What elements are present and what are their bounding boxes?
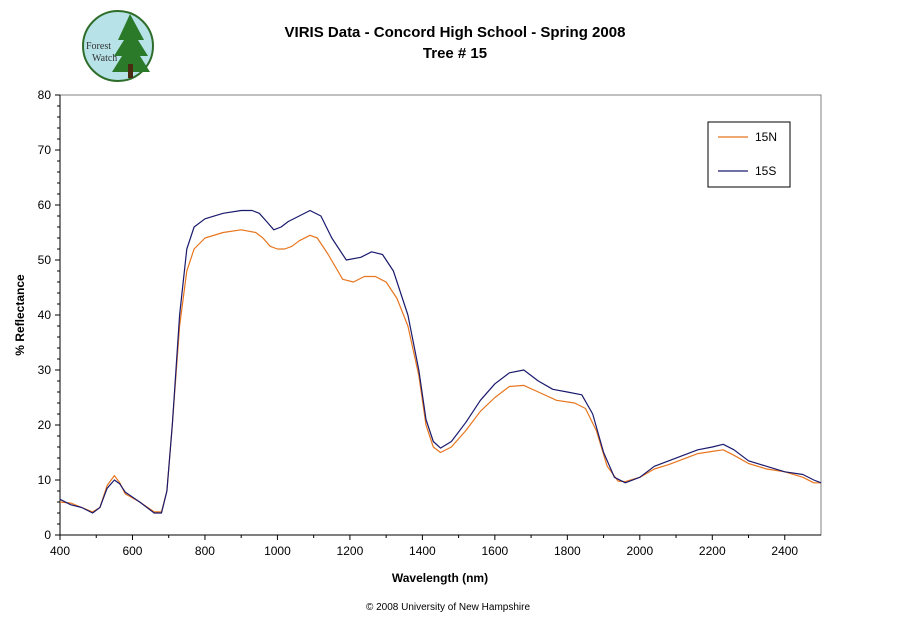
axis-ticks: 400 600 800 1000 1200 1400 1600 1800 2000 2200 240… (38, 88, 799, 558)
x-axis-label: Wavelength (nm) (392, 571, 488, 585)
y-tick-label: 50 (38, 253, 52, 267)
legend-label-15n: 15N (755, 130, 777, 144)
legend-box (707, 121, 791, 188)
y-tick-label: 10 (38, 473, 52, 487)
legend-label-15s: 15S (755, 164, 776, 178)
legend: 15N 15S (707, 121, 791, 188)
series-line-15n (59, 229, 821, 513)
logo-text-watch: Watch (92, 53, 117, 64)
forest-watch-logo: Forest Watch (82, 10, 154, 82)
chart-subtitle: Tree # 15 (423, 45, 487, 62)
x-tick-label: 2400 (771, 544, 798, 558)
x-tick-label: 2000 (626, 544, 653, 558)
series-lines (59, 209, 822, 514)
x-tick-label: 800 (195, 544, 215, 558)
plot-area (59, 94, 822, 536)
y-axis-label: % Reflectance (13, 274, 27, 356)
x-tick-label: 1400 (409, 544, 436, 558)
chart-title: VIRIS Data - Concord High School - Sprin… (285, 24, 626, 41)
x-tick-label: 400 (50, 544, 70, 558)
logo-text-forest: Forest (86, 41, 111, 52)
x-tick-label: 1000 (264, 544, 291, 558)
y-tick-label: 30 (38, 363, 52, 377)
y-tick-label: 0 (44, 528, 51, 542)
copyright-text: © 2008 University of New Hampshire (366, 602, 531, 613)
x-tick-label: 600 (122, 544, 142, 558)
x-tick-label: 1800 (554, 544, 581, 558)
x-tick-label: 1600 (482, 544, 509, 558)
y-tick-label: 70 (38, 143, 52, 157)
y-tick-label: 60 (38, 198, 52, 212)
y-tick-label: 40 (38, 308, 52, 322)
series-line-15s (59, 209, 822, 514)
y-tick-label: 20 (38, 418, 52, 432)
x-tick-label: 1200 (337, 544, 364, 558)
x-tick-label: 2200 (699, 544, 726, 558)
y-tick-label: 80 (38, 88, 52, 102)
